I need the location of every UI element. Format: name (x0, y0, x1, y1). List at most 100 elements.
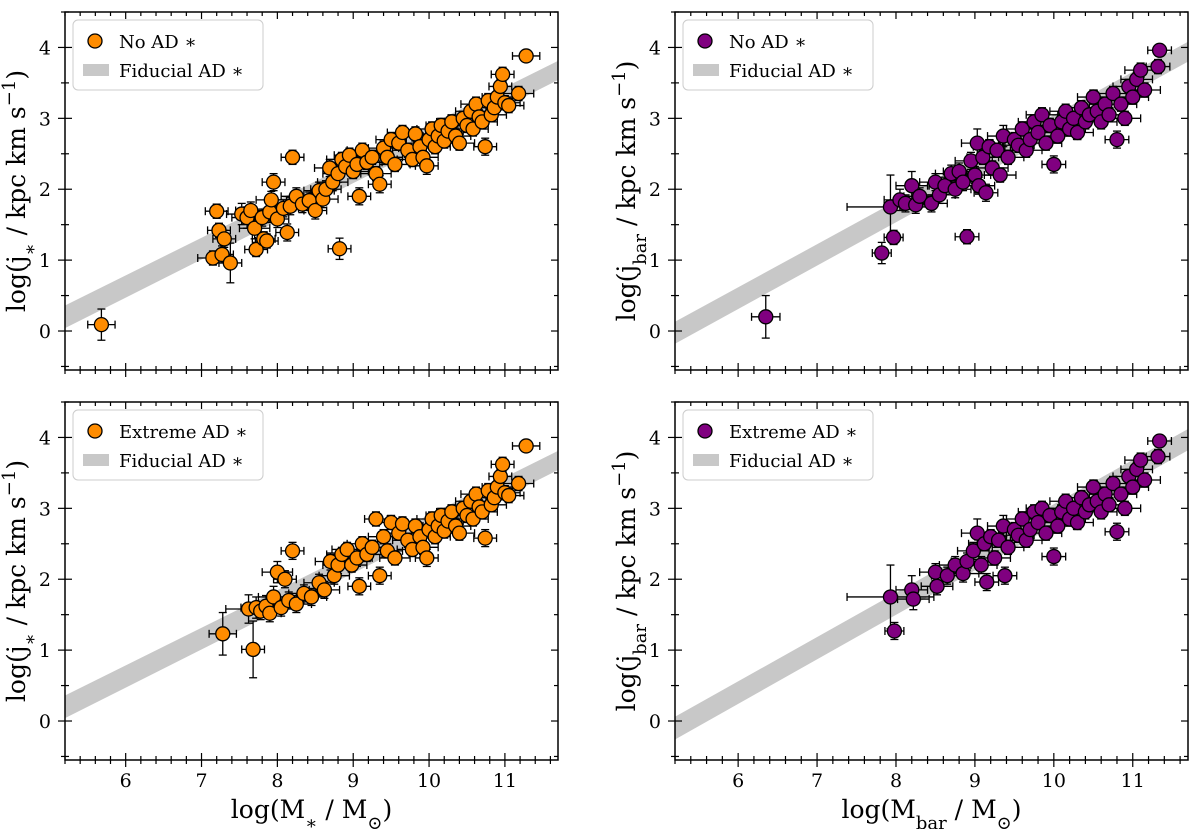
y-tick-label: 1 (39, 250, 51, 272)
data-point (1014, 511, 1030, 527)
data-point (263, 192, 279, 208)
plot-area (65, 48, 558, 341)
data-point (1000, 149, 1016, 165)
x-tick-label: 9 (347, 770, 359, 792)
legend-label: Fiducial AD ∗ (729, 451, 854, 472)
data-point (904, 178, 920, 194)
data-point (965, 543, 981, 559)
y-tick-label: 2 (39, 569, 51, 591)
data-point (248, 241, 264, 258)
legend-label: Extreme AD ∗ (119, 422, 248, 443)
data-point (1085, 479, 1101, 495)
data-point (882, 589, 899, 605)
data-point (494, 456, 511, 473)
data-point (339, 541, 355, 558)
data-point (307, 202, 323, 219)
data-point (1030, 514, 1046, 531)
data-point (874, 245, 890, 261)
data-point (1117, 500, 1133, 516)
data-point (1000, 539, 1016, 555)
x-tick-label: 7 (811, 770, 823, 792)
ticks (668, 401, 1188, 767)
x-tick-label: 11 (493, 770, 517, 792)
data-point (1105, 85, 1121, 102)
x-tick-label: 6 (732, 770, 744, 792)
y-tick-label: 1 (649, 250, 661, 272)
x-tick-label: 9 (969, 770, 981, 792)
data-point (265, 589, 282, 605)
data-point (501, 487, 517, 504)
data-point (1151, 433, 1168, 449)
panel-bottom-left: 6 7 8 9 10 11 0 1 2 3 4 log(j∗ / kpc km s−1) log(M∗ … (0, 401, 559, 829)
data-point (978, 185, 994, 201)
data-point (979, 574, 995, 590)
data-point (246, 220, 263, 236)
data-point (387, 156, 403, 173)
panel-top-left: 0 1 2 3 4 log(j∗ / kpc km s−1) No AD ∗ Fiducial… (0, 11, 559, 377)
data-point (364, 539, 380, 555)
legend-box (72, 409, 264, 481)
legend-band-swatch (83, 64, 109, 76)
data-point (303, 589, 320, 605)
legend-label: Fiducial AD ∗ (119, 451, 244, 472)
data-point (1151, 42, 1168, 58)
data-point (93, 316, 110, 333)
data-point (1014, 121, 1030, 137)
legend-label: Extreme AD ∗ (729, 422, 858, 443)
data-point (368, 511, 384, 527)
data-point (1046, 548, 1062, 565)
data-point (245, 641, 261, 658)
y-tick-label: 4 (39, 427, 51, 449)
y-tick-label: 3 (39, 498, 51, 520)
x-tick-label: 11 (1121, 770, 1145, 792)
data-point (209, 203, 225, 219)
x-tick-label: 8 (890, 770, 902, 792)
data-point (265, 174, 282, 190)
data-point (510, 85, 527, 102)
data-points (882, 433, 1168, 639)
data-point (1050, 518, 1066, 534)
data-point (1113, 96, 1129, 112)
plot-area (65, 438, 558, 719)
y-tick-label: 0 (649, 321, 661, 343)
data-point (1125, 89, 1141, 105)
data-point (494, 66, 511, 83)
data-point (1101, 107, 1117, 123)
y-tick-label: 2 (39, 179, 51, 201)
legend-label: Fiducial AD ∗ (729, 61, 854, 82)
data-point (912, 188, 928, 204)
data-point (1117, 110, 1133, 126)
legend-label: Fiducial AD ∗ (119, 61, 244, 82)
axes-frame (674, 11, 1189, 371)
y-tick-label: 3 (649, 108, 661, 130)
data-point (1038, 135, 1054, 151)
y-tick-label: 4 (649, 427, 661, 449)
legend: Extreme AD ∗ Fiducial AD ∗ (682, 409, 874, 481)
y-tick-label: 2 (649, 569, 661, 591)
data-point (284, 543, 301, 559)
data-point (1109, 524, 1125, 540)
data-point (1069, 124, 1086, 141)
data-point (477, 139, 493, 155)
data-point (451, 525, 468, 541)
data-point (1030, 124, 1046, 141)
ticks (58, 11, 558, 377)
data-point (501, 97, 517, 114)
axes-frame (64, 401, 559, 761)
ticks (668, 11, 1188, 377)
data-point (419, 550, 435, 566)
data-point (372, 176, 388, 192)
data-point (279, 224, 295, 241)
data-point (288, 596, 304, 612)
plot-area (675, 41, 1188, 344)
axes-frame (674, 401, 1189, 761)
data-point (394, 124, 411, 141)
legend-marker (87, 33, 103, 49)
y-tick-label: 4 (39, 37, 51, 59)
legend: Extreme AD ∗ Fiducial AD ∗ (72, 409, 264, 481)
data-point (1125, 479, 1141, 495)
data-point (259, 233, 275, 249)
